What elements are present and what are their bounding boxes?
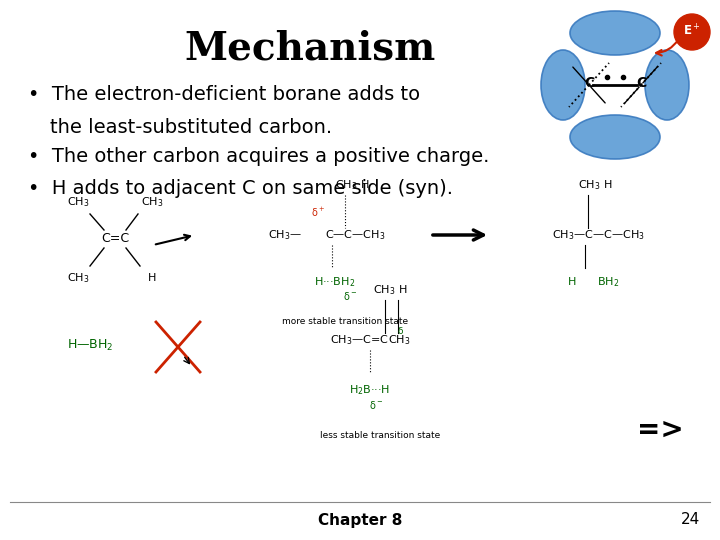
Ellipse shape bbox=[588, 65, 642, 105]
Text: δ$^+$: δ$^+$ bbox=[311, 205, 325, 219]
Text: CH$_3$ H: CH$_3$ H bbox=[335, 178, 369, 192]
Text: more stable transition state: more stable transition state bbox=[282, 318, 408, 327]
Text: less stable transition state: less stable transition state bbox=[320, 430, 440, 440]
Text: δ: δ bbox=[398, 327, 403, 335]
Text: E$^+$: E$^+$ bbox=[683, 23, 701, 39]
Text: H: H bbox=[568, 277, 576, 287]
Text: δ$^-$: δ$^-$ bbox=[369, 399, 383, 411]
Text: CH$_3$: CH$_3$ bbox=[67, 195, 89, 209]
Text: H—BH$_2$: H—BH$_2$ bbox=[67, 338, 113, 353]
Text: BH$_2$: BH$_2$ bbox=[597, 275, 619, 289]
Text: C: C bbox=[636, 76, 646, 90]
Ellipse shape bbox=[570, 115, 660, 159]
Text: CH$_3$ H: CH$_3$ H bbox=[578, 178, 612, 192]
Ellipse shape bbox=[570, 11, 660, 55]
Text: CH$_3$—C—C—CH$_3$: CH$_3$—C—C—CH$_3$ bbox=[552, 228, 645, 242]
Text: C: C bbox=[584, 76, 594, 90]
Text: =>: => bbox=[636, 416, 683, 444]
Text: CH$_3$: CH$_3$ bbox=[67, 271, 89, 285]
Text: •  The electron-deficient borane adds to: • The electron-deficient borane adds to bbox=[28, 85, 420, 104]
Text: CH$_3$—C=C: CH$_3$—C=C bbox=[330, 333, 389, 347]
Ellipse shape bbox=[645, 50, 689, 120]
Circle shape bbox=[674, 14, 710, 50]
Ellipse shape bbox=[541, 50, 585, 120]
Text: CH$_3$—: CH$_3$— bbox=[268, 228, 302, 242]
Text: δ$^-$: δ$^-$ bbox=[343, 290, 357, 302]
Text: Mechanism: Mechanism bbox=[184, 30, 436, 68]
Text: CH$_3$ H: CH$_3$ H bbox=[373, 283, 408, 297]
Text: H: H bbox=[148, 273, 156, 283]
Text: the least-substituted carbon.: the least-substituted carbon. bbox=[50, 118, 332, 137]
Text: •  H adds to adjacent C on same side (syn).: • H adds to adjacent C on same side (syn… bbox=[28, 179, 453, 198]
Text: •  The other carbon acquires a positive charge.: • The other carbon acquires a positive c… bbox=[28, 147, 490, 166]
Text: Chapter 8: Chapter 8 bbox=[318, 512, 402, 528]
Text: CH$_3$: CH$_3$ bbox=[140, 195, 163, 209]
Text: H$_2$B···H: H$_2$B···H bbox=[349, 383, 391, 397]
Text: CH$_3$: CH$_3$ bbox=[388, 333, 410, 347]
Text: C—C—CH$_3$: C—C—CH$_3$ bbox=[325, 228, 385, 242]
Text: 24: 24 bbox=[680, 512, 700, 528]
Text: C=C: C=C bbox=[101, 232, 129, 245]
Text: H···BH$_2$: H···BH$_2$ bbox=[315, 275, 356, 289]
